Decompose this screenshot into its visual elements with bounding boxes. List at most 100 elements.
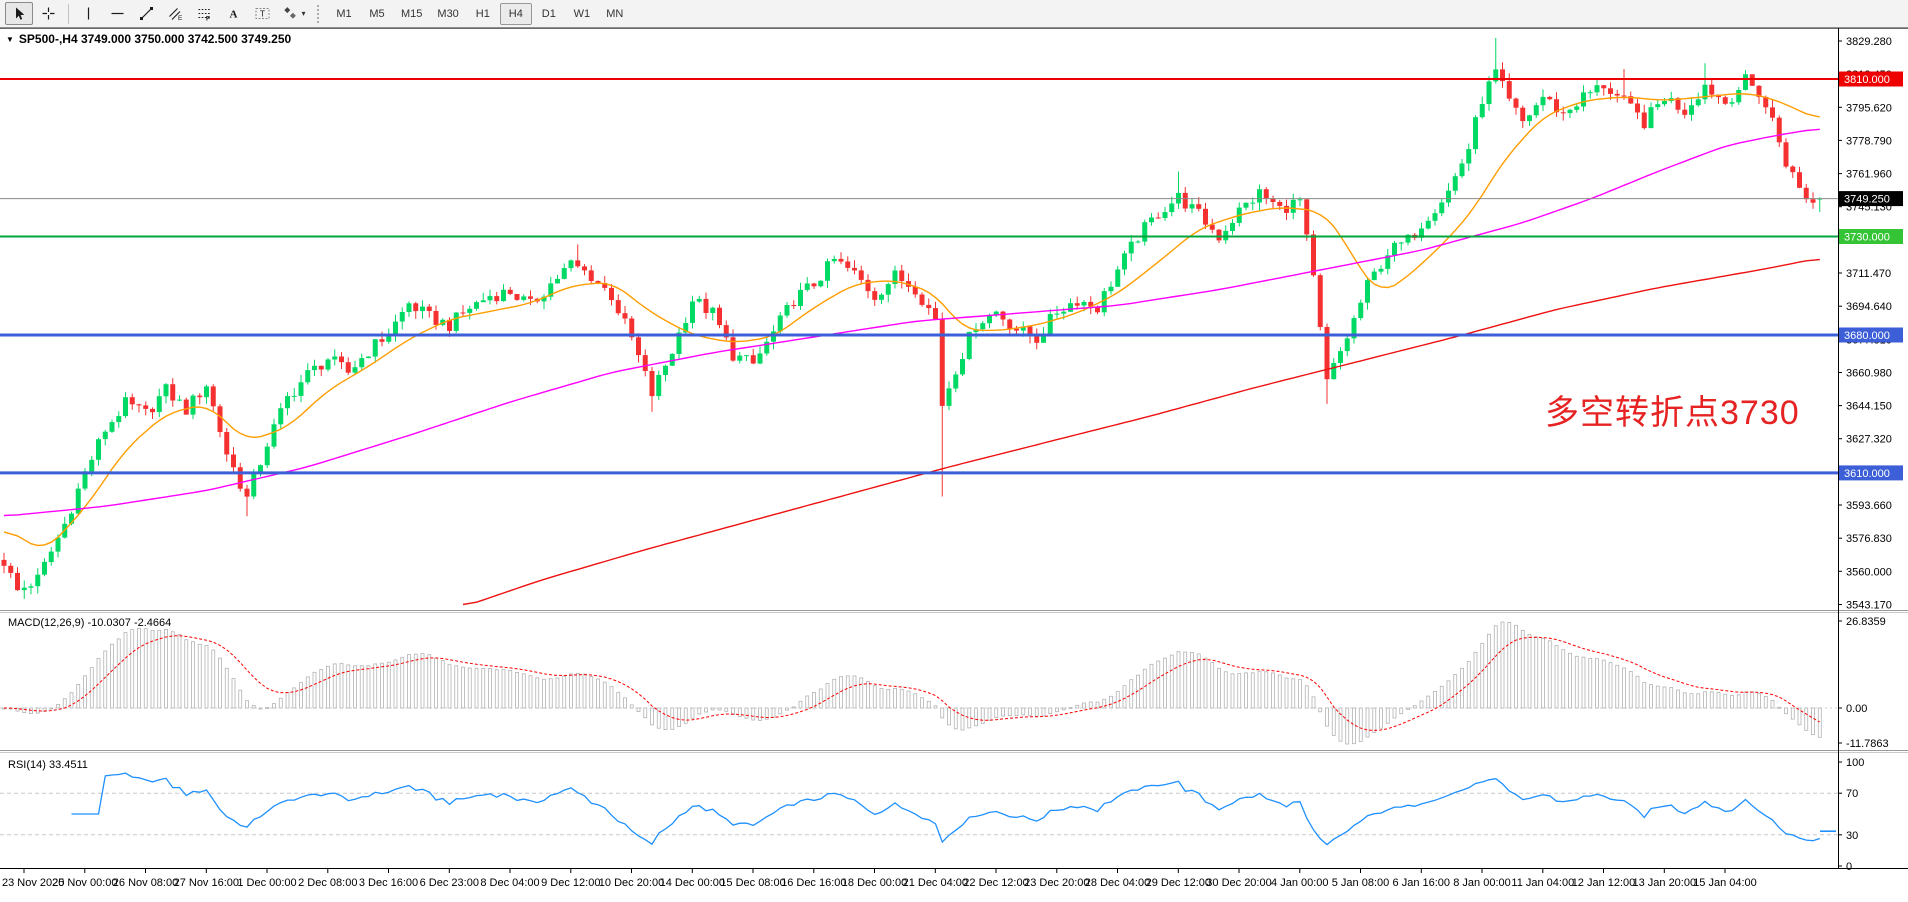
time-tick-label: 13 Jan 20:00 — [1632, 877, 1696, 889]
rsi-pane: 100 70 30 0 — [0, 757, 1864, 873]
support-3610-badge — [1839, 465, 1903, 481]
time-tick-label: 22 Dec 12:00 — [963, 877, 1028, 889]
time-tick-label: 10 Dec 20:00 — [599, 877, 664, 889]
horizontal-line-icon[interactable] — [103, 2, 131, 25]
time-tick-label: 8 Dec 04:00 — [480, 877, 539, 889]
ma-slow-line — [462, 258, 1820, 606]
level-lines[interactable] — [0, 78, 1838, 475]
timeframe-m30-button[interactable]: M30 — [437, 7, 459, 20]
symbol-ohlc-text: SP500-,H4 3749.000 3750.000 3742.500 374… — [18, 32, 292, 46]
symbol-ohlc-header: ▼ SP500-,H4 3749.000 3750.000 3742.500 3… — [6, 32, 291, 46]
svg-text:T: T — [259, 9, 264, 19]
cursor-icon[interactable] — [5, 2, 33, 25]
annotation-text[interactable]: 多空转折点3730 — [1545, 394, 1800, 432]
current-price-badge-label: 3749.250 — [1844, 194, 1890, 206]
time-tick-label: 9 Dec 12:00 — [541, 877, 600, 889]
time-tick-label: 23 Nov 2020 — [2, 877, 64, 889]
rsi-axis-label: 0 — [1846, 861, 1852, 873]
current-price-badge — [1839, 191, 1903, 207]
pivot-3730-badge-label: 3730.000 — [1844, 232, 1890, 244]
price-tick-label: 3761.960 — [1846, 169, 1892, 181]
price-tick-label: 3576.830 — [1846, 533, 1892, 545]
macd-signal-line — [3, 635, 1821, 731]
chart-area[interactable]: 3829.2803812.4503795.6203778.7903761.960… — [0, 28, 1908, 897]
crosshair-icon[interactable] — [34, 2, 62, 25]
time-tick-label: 18 Dec 00:00 — [842, 877, 907, 889]
timeframe-m15-button[interactable]: M15 — [401, 7, 423, 20]
toolbar-separator — [68, 3, 69, 24]
timeframe-h1-button[interactable]: H1 — [475, 7, 490, 20]
price-tick-label: 3560.000 — [1846, 566, 1892, 578]
ma-mid-line — [3, 128, 1820, 517]
support-3610-badge-label: 3610.000 — [1844, 468, 1890, 480]
timeframe-w1-button[interactable]: W1 — [573, 7, 591, 20]
timeframe-d1-button[interactable]: D1 — [541, 7, 556, 20]
time-tick-label: 4 Jan 00:00 — [1271, 877, 1329, 889]
rsi-axis-label: 70 — [1846, 788, 1858, 800]
svg-text:E: E — [178, 15, 183, 21]
price-tick-label: 3778.790 — [1846, 135, 1892, 147]
price-tick-label: 3543.170 — [1846, 600, 1892, 612]
equidistant-channel-icon[interactable]: E — [161, 2, 189, 25]
arrows-icon[interactable]: ▾ — [277, 2, 311, 25]
collapse-triangle-icon[interactable]: ▼ — [6, 34, 14, 44]
time-tick-label: 8 Jan 00:00 — [1453, 877, 1511, 889]
chart-background — [0, 28, 1908, 897]
time-tick-label: 21 Dec 04:00 — [903, 877, 968, 889]
timeframe-m1-button[interactable]: M1 — [336, 7, 352, 20]
time-tick-label: 29 Dec 12:00 — [1146, 877, 1211, 889]
timeframe-mn-button[interactable]: MN — [606, 7, 624, 20]
price-tick-label: 3795.620 — [1846, 102, 1892, 114]
price-axis[interactable]: 3829.2803812.4503795.6203778.7903761.960… — [1838, 36, 1903, 612]
macd-indicator-label: MACD(12,26,9) -10.0307 -2.4664 — [8, 617, 172, 629]
moving-averages — [3, 93, 1820, 606]
trendline-icon[interactable] — [132, 2, 160, 25]
time-tick-label: 12 Jan 12:00 — [1572, 877, 1636, 889]
svg-text:F: F — [206, 16, 210, 22]
macd-axis-label: -11.7863 — [1846, 738, 1889, 750]
price-tick-label: 3694.640 — [1846, 301, 1892, 313]
rsi-axis-label: 100 — [1846, 757, 1864, 769]
price-tick-label: 3829.280 — [1846, 36, 1892, 48]
vertical-line-icon[interactable] — [74, 2, 102, 25]
time-tick-label: 2 Dec 08:00 — [298, 877, 357, 889]
macd-axis-label: 26.8359 — [1846, 616, 1886, 628]
time-tick-label: 6 Jan 16:00 — [1393, 877, 1451, 889]
resistance-3810-badge-label: 3810.000 — [1844, 74, 1890, 86]
pane-borders[interactable] — [0, 28, 1908, 869]
timeframe-m5-button[interactable]: M5 — [369, 7, 385, 20]
text-label-icon[interactable]: T — [248, 2, 276, 25]
price-tick-label: 3627.320 — [1846, 434, 1892, 446]
rsi-indicator-label: RSI(14) 33.4511 — [8, 759, 88, 771]
dropdown-caret-icon[interactable]: ▾ — [301, 9, 306, 18]
time-tick-label: 11 Jan 04:00 — [1511, 877, 1574, 889]
macd-axis-label: 0.00 — [1846, 703, 1867, 715]
fibonacci-icon[interactable]: F — [190, 2, 218, 25]
time-tick-label: 30 Dec 20:00 — [1206, 877, 1271, 889]
macd-pane: 26.8359 0.00 -11.7863 — [0, 616, 1889, 750]
timeframe-h4-button[interactable]: H4 — [499, 2, 532, 25]
rsi-line — [71, 772, 1821, 846]
toolbar-drag-handle[interactable] — [317, 4, 321, 23]
pivot-3730-badge — [1839, 229, 1903, 244]
time-tick-label: 3 Dec 16:00 — [359, 877, 418, 889]
ma-fast-line — [3, 93, 1820, 547]
price-tick-label: 3644.150 — [1846, 401, 1892, 413]
price-tick-label: 3660.980 — [1846, 368, 1892, 380]
time-tick-label: 27 Nov 16:00 — [174, 877, 239, 889]
toolbar: E F A T ▾ M1 M5 M15 M30 H1 H4 D1 W1 MN — [0, 0, 1908, 28]
chart-svg[interactable]: 3829.2803812.4503795.6203778.7903761.960… — [0, 28, 1908, 897]
support-3680-badge-label: 3680.000 — [1844, 330, 1890, 342]
price-tick-label: 3593.660 — [1846, 500, 1892, 512]
price-tick-label: 3711.470 — [1846, 268, 1891, 280]
time-tick-label: 15 Jan 04:00 — [1693, 877, 1757, 889]
time-tick-label: 6 Dec 23:00 — [420, 877, 479, 889]
time-tick-label: 28 Dec 04:00 — [1085, 877, 1150, 889]
time-tick-label: 25 Nov 00:00 — [52, 877, 117, 889]
time-tick-label: 23 Dec 20:00 — [1024, 877, 1089, 889]
time-tick-label: 26 Nov 08:00 — [113, 877, 178, 889]
time-tick-label: 14 Dec 00:00 — [660, 877, 725, 889]
time-tick-label: 15 Dec 08:00 — [720, 877, 785, 889]
text-icon[interactable]: A — [219, 2, 247, 25]
